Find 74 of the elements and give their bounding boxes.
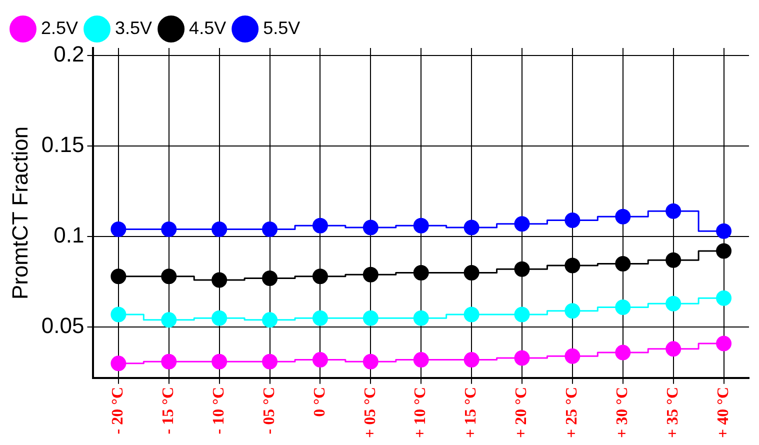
x-tick-label: + 35 °C: [664, 386, 682, 438]
point: [564, 258, 580, 274]
point: [212, 272, 228, 288]
point: [110, 268, 126, 284]
point: [716, 290, 732, 306]
point: [615, 208, 631, 224]
x-tick-label: - 20 °C: [110, 386, 127, 434]
legend-label: 5.5V: [263, 18, 300, 38]
y-tick-label: 0.2: [54, 41, 84, 66]
point: [514, 261, 530, 277]
point: [514, 350, 530, 366]
y-tick-label: 0.1: [54, 222, 84, 248]
point: [464, 220, 480, 236]
point: [716, 223, 732, 239]
x-tick-label: - 05 °C: [260, 386, 278, 434]
point: [666, 252, 682, 268]
point: [666, 341, 682, 357]
y-tick-label: 0.05: [41, 313, 84, 338]
point: [362, 354, 378, 370]
point: [514, 216, 530, 232]
x-tick-label: + 10 °C: [412, 386, 430, 438]
point: [564, 348, 580, 364]
point: [666, 296, 682, 312]
point: [110, 222, 126, 238]
point: [110, 306, 126, 322]
point: [464, 352, 480, 368]
point: [161, 354, 177, 370]
y-tick-label: 0.15: [41, 132, 84, 157]
x-tick-label: 0 °C: [311, 386, 328, 417]
x-tick-label: + 05 °C: [362, 386, 379, 438]
x-tick-label: - 10 °C: [210, 386, 228, 434]
point: [312, 218, 328, 234]
point: [212, 310, 228, 326]
point: [564, 212, 580, 228]
point: [262, 222, 278, 238]
point: [413, 310, 429, 326]
point: [110, 356, 126, 372]
point: [615, 344, 631, 360]
point: [312, 352, 328, 368]
point: [362, 266, 378, 282]
point: [413, 265, 429, 281]
point: [161, 222, 177, 238]
point: [413, 218, 429, 234]
x-tick-label: + 20 °C: [513, 386, 530, 438]
point: [564, 303, 580, 319]
point: [262, 270, 278, 286]
x-tick-label: + 15 °C: [462, 386, 480, 438]
legend-label: 4.5V: [189, 18, 226, 38]
point: [362, 220, 378, 236]
point: [464, 306, 480, 322]
legend-label: 3.5V: [115, 18, 152, 38]
point: [212, 354, 228, 370]
point: [615, 299, 631, 315]
point: [362, 310, 378, 326]
point: [716, 243, 732, 259]
point: [312, 268, 328, 284]
legend-label: 2.5V: [41, 18, 78, 38]
point: [514, 306, 530, 322]
point: [161, 312, 177, 328]
point: [212, 222, 228, 238]
point: [312, 310, 328, 326]
point: [413, 352, 429, 368]
point: [161, 268, 177, 284]
x-tick-label: - 15 °C: [160, 386, 178, 434]
point: [716, 336, 732, 352]
point: [666, 203, 682, 219]
point: [464, 265, 480, 281]
point: [262, 354, 278, 370]
point: [615, 256, 631, 272]
x-tick-label: + 40 °C: [714, 386, 732, 438]
point: [262, 312, 278, 328]
x-tick-label: + 25 °C: [564, 386, 581, 438]
x-tick-label: + 30 °C: [614, 386, 632, 438]
y-axis-title: PromtCT Fraction: [7, 126, 32, 300]
